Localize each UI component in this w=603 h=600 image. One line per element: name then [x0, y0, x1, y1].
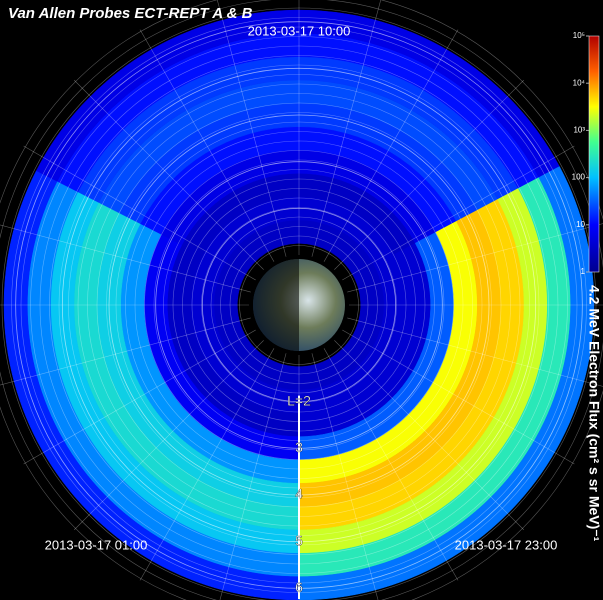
grid-spoke: [73, 79, 264, 270]
colorbar-tick-label: 10: [576, 220, 585, 229]
rtick-ring: [61, 67, 537, 543]
grid-spoke: [334, 340, 525, 531]
grid-spoke: [0, 224, 251, 293]
chart-title: Van Allen Probes ECT-REPT A & B: [8, 5, 253, 22]
grid-spoke: [342, 145, 575, 281]
grid-spoke: [311, 0, 382, 257]
colorbar-tick-label: 10³: [573, 126, 585, 135]
grid-spoke: [334, 79, 525, 270]
time-label: 2013-03-17 10:00: [248, 23, 351, 38]
grid-circle: [239, 245, 359, 365]
grid-spoke: [139, 348, 275, 581]
grid-spoke: [73, 340, 264, 531]
r-tick-label: 5: [295, 532, 303, 548]
grid-spoke: [23, 145, 256, 281]
colorbar-tick-label: 1: [581, 267, 586, 276]
r-tick-label: 4: [295, 486, 303, 502]
grid-spoke: [347, 223, 603, 293]
r-tick-label: L=2: [287, 392, 311, 408]
time-label: 2013-03-17 01:00: [45, 537, 148, 552]
earth-night: [253, 259, 299, 351]
grid-circle: [220, 226, 378, 384]
colorbar-tick-label: 10⁴: [573, 78, 586, 87]
colorbar-tick-label: 10⁵: [573, 31, 585, 40]
rtick-ring: [108, 114, 490, 496]
flux-cell: [298, 166, 595, 600]
grid-spoke: [323, 29, 459, 262]
grid-spoke: [311, 353, 379, 600]
flux-cell: [3, 170, 300, 600]
grid-circle: [1, 7, 597, 600]
grid-spoke: [216, 0, 287, 257]
grid-circle: [210, 216, 388, 394]
grid-spoke: [347, 317, 603, 387]
rtick-ring: [201, 207, 397, 403]
time-label: 2013-03-17 23:00: [455, 537, 558, 552]
grid-circle: [229, 235, 369, 375]
grid-spoke: [342, 329, 575, 465]
grid-spoke: [23, 329, 256, 465]
grid-spoke: [139, 29, 275, 262]
r-tick-label: 6: [295, 579, 303, 595]
rtick-ring: [15, 21, 583, 589]
grid-spoke: [0, 317, 251, 386]
rtick-ring: [155, 161, 443, 449]
colorbar-label: 4.2 MeV Electron Flux (cm² s sr MeV)⁻¹: [586, 285, 602, 542]
r-tick-label: 3: [295, 439, 303, 455]
colorbar-tick-label: 100: [572, 173, 586, 182]
grid-spoke: [219, 353, 287, 600]
colorbar: [588, 35, 600, 273]
grid-spoke: [323, 348, 459, 581]
